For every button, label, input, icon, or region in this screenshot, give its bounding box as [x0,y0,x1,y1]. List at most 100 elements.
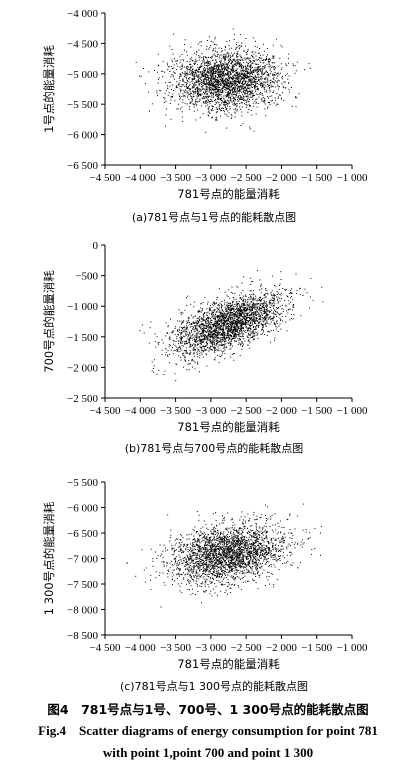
data-point [259,76,261,78]
data-point [237,86,239,88]
data-point [249,334,251,336]
data-point [193,110,195,112]
data-point [237,53,239,55]
data-point [257,67,259,69]
data-point [234,52,236,54]
data-point [195,99,197,101]
data-point [254,328,256,330]
data-point [227,330,229,332]
data-point [201,317,203,319]
data-point [204,67,205,69]
data-point [214,324,216,326]
data-point [229,314,231,316]
data-point [240,108,242,110]
data-point [246,323,248,325]
data-point [171,89,173,90]
data-point [190,335,192,337]
data-point [233,82,235,84]
data-point [223,316,225,318]
data-point [273,322,275,324]
data-point [238,327,240,329]
data-point [233,297,235,299]
data-point [219,109,221,111]
data-point [201,325,203,327]
data-point [186,66,187,68]
data-point [223,67,225,69]
data-point [192,85,194,87]
data-point [228,95,230,97]
data-point [139,75,141,77]
data-point [224,46,226,47]
data-point [208,84,210,85]
data-point [218,308,220,310]
data-point [214,322,216,324]
data-point [192,72,194,74]
data-point [190,66,192,68]
data-point [241,70,243,72]
data-point [234,91,236,93]
data-point [241,42,243,44]
data-point [221,71,223,73]
data-point [204,348,206,350]
data-point [187,338,189,340]
data-point [255,317,257,318]
data-point [188,321,190,323]
data-point [237,51,239,52]
data-point [260,70,262,72]
data-point [221,304,222,306]
data-point [240,343,242,345]
data-point [276,294,278,296]
data-point [182,58,184,60]
data-point [203,101,205,103]
data-point [231,65,233,67]
data-point [195,71,197,73]
data-point [230,309,232,311]
data-point [255,59,257,61]
data-point [251,78,253,80]
data-point [242,297,244,299]
data-point [265,71,267,73]
data-point [209,321,211,323]
data-point [205,349,207,351]
data-point [269,312,270,314]
data-point [261,93,263,95]
data-point [218,319,220,321]
data-point [215,92,217,94]
data-point [264,91,266,93]
data-point [213,328,215,330]
data-point [170,96,172,98]
data-point [221,354,223,356]
data-point [248,85,250,87]
data-point [196,64,198,66]
data-point [249,57,251,59]
data-point [263,321,265,323]
data-point [156,373,158,375]
data-point [224,347,226,349]
data-point [185,334,187,336]
data-point [242,98,244,100]
data-point [180,356,182,358]
data-point [289,293,290,295]
data-point [289,308,291,310]
data-point [215,68,217,70]
data-point [233,307,235,309]
data-point [181,63,183,65]
data-point [239,106,241,108]
data-point [211,105,213,107]
data-point [258,68,260,70]
y-tick-label: −6 500 [67,160,98,172]
data-point [237,314,239,316]
data-point [203,76,205,78]
data-point [249,314,251,316]
data-point [263,73,265,74]
data-point [205,345,207,347]
data-point [194,62,196,64]
data-point [295,106,297,108]
data-point [215,82,217,84]
data-point [225,309,227,311]
data-point [260,285,262,287]
data-point [204,71,206,73]
data-point [244,89,246,91]
data-point [222,310,224,312]
data-point [274,339,275,341]
